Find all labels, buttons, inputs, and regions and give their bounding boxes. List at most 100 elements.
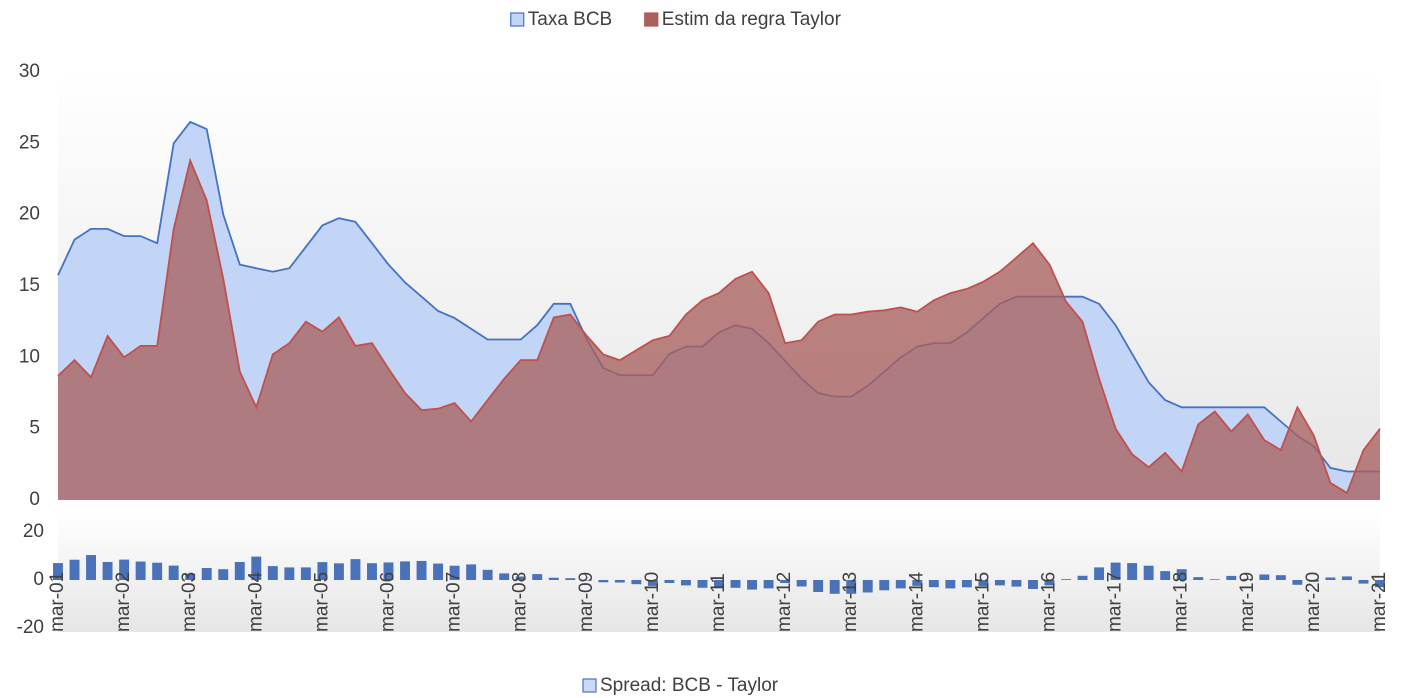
x-tick-label: mar-15 bbox=[972, 572, 993, 632]
bar bbox=[1341, 576, 1352, 580]
bar bbox=[1226, 575, 1237, 580]
bar bbox=[1143, 565, 1154, 580]
bar bbox=[466, 564, 477, 580]
y-tick-label: -20 bbox=[17, 617, 44, 638]
x-tick-label: mar-04 bbox=[245, 571, 266, 632]
x-tick-label: mar-09 bbox=[576, 572, 597, 632]
bar bbox=[714, 580, 724, 587]
bar bbox=[135, 561, 146, 580]
bar bbox=[1160, 571, 1171, 580]
bar bbox=[614, 580, 625, 583]
x-tick-label: mar-21 bbox=[1369, 572, 1390, 632]
area-line bbox=[57, 157, 1381, 495]
legend-label: Taxa BCB bbox=[528, 9, 612, 30]
x-tick-label: mar-20 bbox=[1303, 572, 1324, 632]
bar bbox=[333, 563, 344, 580]
area-fill bbox=[58, 160, 1380, 500]
y-tick-label: 25 bbox=[19, 132, 40, 153]
bar bbox=[1094, 567, 1105, 580]
bar bbox=[565, 578, 576, 580]
bar bbox=[747, 580, 758, 590]
legend-swatch bbox=[510, 12, 525, 27]
bar bbox=[680, 580, 691, 586]
bar bbox=[1061, 579, 1071, 580]
bar bbox=[515, 576, 526, 580]
bar bbox=[383, 562, 394, 580]
bar bbox=[879, 580, 890, 591]
y-tick-label: 20 bbox=[23, 521, 44, 542]
y-tick-label: 30 bbox=[19, 61, 40, 82]
bar bbox=[367, 563, 377, 580]
bar bbox=[780, 580, 791, 583]
bar bbox=[201, 568, 212, 580]
x-tick-label: mar-11 bbox=[708, 573, 729, 632]
bar bbox=[796, 580, 807, 587]
bar bbox=[631, 580, 642, 585]
bar bbox=[730, 580, 741, 588]
bar bbox=[300, 567, 311, 580]
bar bbox=[978, 580, 989, 587]
bar bbox=[267, 566, 278, 580]
bar bbox=[912, 580, 923, 586]
x-tick-label: mar-08 bbox=[510, 572, 531, 632]
bar bbox=[185, 573, 196, 580]
y-tick-label: 5 bbox=[29, 418, 40, 439]
bar bbox=[1325, 577, 1336, 580]
bar bbox=[945, 580, 956, 589]
bar bbox=[862, 580, 873, 593]
bar bbox=[1275, 575, 1286, 580]
bar bbox=[53, 563, 63, 580]
bar bbox=[1044, 580, 1055, 586]
bar bbox=[1375, 580, 1385, 588]
bar bbox=[994, 580, 1005, 586]
bar bbox=[1028, 580, 1038, 589]
bar bbox=[433, 563, 444, 580]
bar bbox=[317, 562, 328, 580]
bar bbox=[928, 580, 939, 588]
y-tick-label: 0 bbox=[29, 489, 40, 510]
bar bbox=[1193, 577, 1204, 580]
bar bbox=[1110, 562, 1121, 580]
x-tick-label: mar-19 bbox=[1237, 572, 1258, 632]
legend-label: Spread: BCB - Taylor bbox=[600, 675, 779, 696]
legend-label: Estim da regra Taylor bbox=[662, 9, 842, 30]
bar bbox=[813, 580, 824, 592]
bar bbox=[102, 562, 113, 580]
bar bbox=[1011, 580, 1022, 587]
bar bbox=[1176, 569, 1187, 580]
bar bbox=[86, 555, 97, 580]
bar bbox=[1292, 580, 1303, 585]
bar bbox=[1077, 575, 1088, 580]
bar bbox=[1259, 574, 1270, 580]
bar bbox=[251, 556, 262, 580]
bar bbox=[895, 580, 906, 589]
x-tick-label: mar-12 bbox=[774, 572, 795, 632]
x-tick-label: mar-05 bbox=[311, 572, 332, 632]
bar bbox=[218, 569, 229, 580]
bar bbox=[119, 559, 130, 580]
x-tick-label: mar-01 bbox=[47, 572, 68, 632]
bar bbox=[532, 574, 543, 580]
bar bbox=[234, 562, 245, 580]
y-tick-label: 0 bbox=[33, 569, 44, 590]
bar bbox=[846, 580, 857, 594]
x-tick-label: mar-17 bbox=[1105, 572, 1126, 632]
bar bbox=[763, 580, 774, 589]
x-tick-label: mar-10 bbox=[642, 572, 663, 632]
x-tick-label: mar-14 bbox=[906, 571, 927, 632]
bar bbox=[697, 580, 708, 588]
bar bbox=[284, 567, 295, 580]
bar bbox=[598, 580, 609, 583]
bar bbox=[1127, 563, 1138, 580]
bar bbox=[961, 580, 972, 588]
bar bbox=[69, 559, 80, 580]
x-tick-label: mar-02 bbox=[113, 572, 134, 632]
y-tick-label: 10 bbox=[19, 346, 40, 367]
bar bbox=[829, 580, 840, 594]
bar bbox=[664, 580, 675, 583]
bar bbox=[647, 580, 658, 586]
bar bbox=[482, 569, 493, 580]
bar bbox=[1358, 580, 1369, 584]
bar bbox=[152, 562, 163, 580]
